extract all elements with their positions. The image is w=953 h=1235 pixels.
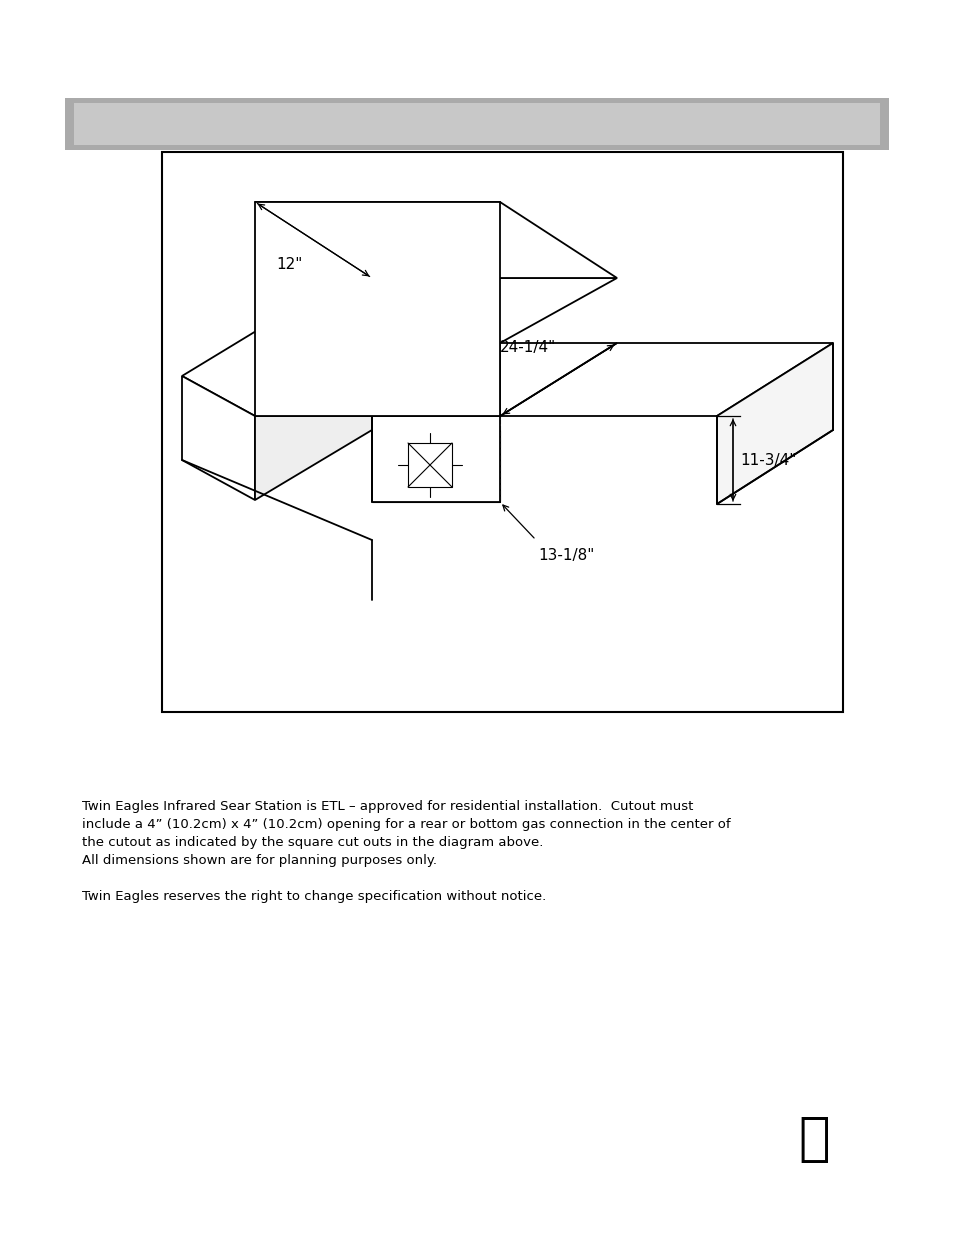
Text: Twin Eagles reserves the right to change specification without notice.: Twin Eagles reserves the right to change… xyxy=(82,890,546,903)
Polygon shape xyxy=(372,278,617,343)
Bar xyxy=(162,152,842,713)
Bar xyxy=(74,103,879,144)
Polygon shape xyxy=(254,345,372,500)
Polygon shape xyxy=(182,305,372,416)
Text: 11-3/4": 11-3/4" xyxy=(740,452,796,468)
Polygon shape xyxy=(254,343,372,416)
Polygon shape xyxy=(717,343,832,504)
Polygon shape xyxy=(499,343,617,416)
Text: 13-1/8": 13-1/8" xyxy=(537,548,594,563)
Polygon shape xyxy=(372,416,499,501)
Text: 12": 12" xyxy=(276,257,303,272)
Text: Twin Eagles Infrared Sear Station is ETL – approved for residential installation: Twin Eagles Infrared Sear Station is ETL… xyxy=(82,800,730,867)
Polygon shape xyxy=(182,375,254,500)
Polygon shape xyxy=(499,343,832,416)
Polygon shape xyxy=(408,443,452,487)
Polygon shape xyxy=(372,430,499,501)
Text: 🦅: 🦅 xyxy=(798,1113,829,1165)
Polygon shape xyxy=(254,203,617,278)
Text: 24-1/4": 24-1/4" xyxy=(499,340,556,354)
Polygon shape xyxy=(254,203,499,416)
Bar xyxy=(65,98,888,149)
